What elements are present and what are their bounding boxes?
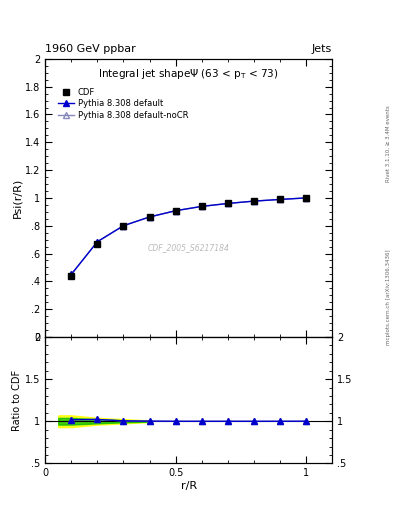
Text: Rivet 3.1.10, ≥ 3.4M events: Rivet 3.1.10, ≥ 3.4M events [386, 105, 391, 182]
Text: mcplots.cern.ch [arXiv:1306.3436]: mcplots.cern.ch [arXiv:1306.3436] [386, 249, 391, 345]
Y-axis label: Ratio to CDF: Ratio to CDF [12, 370, 22, 431]
Text: CDF_2005_S6217184: CDF_2005_S6217184 [148, 244, 230, 252]
Text: 1960 GeV ppbar: 1960 GeV ppbar [45, 44, 136, 54]
Legend: CDF, Pythia 8.308 default, Pythia 8.308 default-noCR: CDF, Pythia 8.308 default, Pythia 8.308 … [55, 86, 191, 122]
Text: Integral jet shape$\Psi$ (63 < p$_{\rm T}$ < 73): Integral jet shape$\Psi$ (63 < p$_{\rm T… [98, 67, 279, 81]
X-axis label: r/R: r/R [180, 481, 197, 491]
Text: Jets: Jets [312, 44, 332, 54]
Y-axis label: Psi(r/R): Psi(r/R) [12, 178, 22, 218]
